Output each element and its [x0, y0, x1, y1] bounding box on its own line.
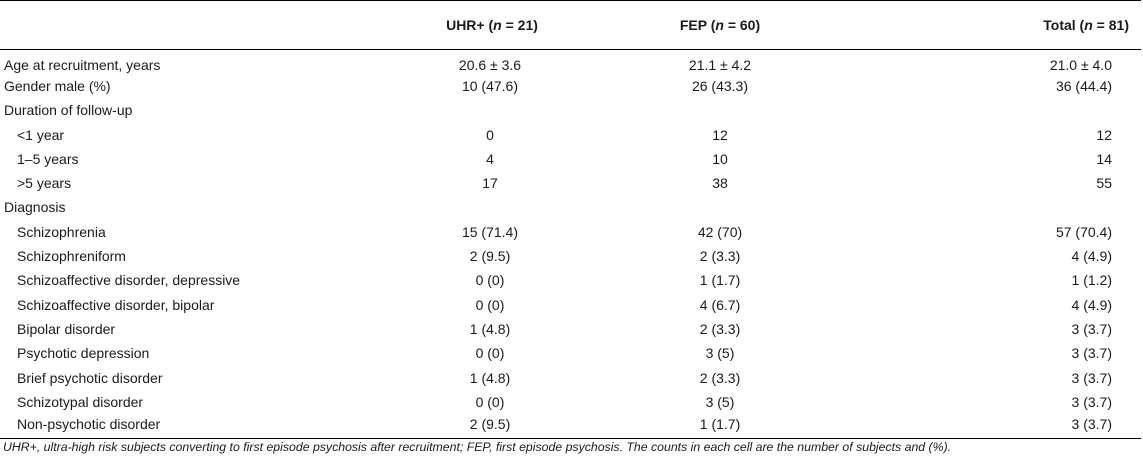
cell-uhr: 1 (4.8) — [469, 369, 511, 386]
cell-uhr: 0 (0) — [475, 393, 505, 410]
header-fep: FEP (n = 60) — [590, 0, 850, 50]
row-label: Schizoaffective disorder, depressive — [17, 272, 241, 289]
cell-uhr: 4 — [486, 150, 494, 167]
cell-total: 3 (3.7) — [1071, 393, 1112, 410]
row-label: 1–5 years — [17, 150, 79, 167]
cell-total: 1 (1.2) — [1071, 272, 1112, 289]
cell-fep: 42 (70) — [697, 223, 743, 240]
demographics-table: UHR+ (n = 21) FEP (n = 60) Total (n = 81… — [0, 0, 1141, 439]
cell-uhr — [300, 195, 590, 219]
table-row: Non-psychotic disorder 2 (9.5) 1 (1.7) 3… — [0, 413, 1141, 439]
header-total: Total (n = 81) — [850, 0, 1141, 50]
cell-total: 21.0 ± 4.0 — [1049, 57, 1112, 74]
table-row: <1 year 0 12 12 — [0, 122, 1141, 146]
cell-fep — [590, 98, 850, 122]
cell-uhr: 1 (4.8) — [469, 320, 511, 337]
table-row: Schizoaffective disorder, depressive 0 (… — [0, 268, 1141, 292]
cell-total: 3 (3.7) — [850, 413, 1141, 439]
row-label: <1 year — [17, 126, 65, 143]
cell-total — [850, 195, 1141, 219]
cell-total: 3 (3.7) — [1071, 369, 1112, 386]
table-row: Schizotypal disorder 0 (0) 3 (5) 3 (3.7) — [0, 390, 1141, 414]
cell-fep: 4 (6.7) — [699, 296, 741, 313]
cell-total: 4 (4.9) — [1071, 296, 1112, 313]
cell-uhr: 0 — [486, 126, 494, 143]
row-label: Bipolar disorder — [17, 320, 116, 337]
cell-fep: 10 — [712, 150, 728, 167]
cell-fep: 1 (1.7) — [699, 272, 741, 289]
table-row-section: Duration of follow-up — [0, 98, 1141, 122]
cell-total: 14 — [1096, 150, 1112, 167]
cell-fep: 2 (3.3) — [699, 248, 741, 265]
row-label: Gender male (%) — [4, 77, 111, 94]
cell-total: 3 (3.7) — [1071, 320, 1112, 337]
row-label: Schizophrenia — [17, 223, 106, 240]
cell-fep: 38 — [712, 175, 728, 192]
table-row: >5 years 17 38 55 — [0, 171, 1141, 195]
cell-fep: 12 — [712, 126, 728, 143]
table-row-section: Diagnosis — [0, 195, 1141, 219]
cell-uhr: 2 (9.5) — [469, 248, 511, 265]
table-row: Bipolar disorder 1 (4.8) 2 (3.3) 3 (3.7) — [0, 317, 1141, 341]
row-label: Age at recruitment, years — [4, 57, 161, 74]
header-uhr: UHR+ (n = 21) — [300, 0, 590, 50]
cell-total: 12 — [1096, 126, 1112, 143]
row-label: Psychotic depression — [17, 345, 150, 362]
cell-fep: 3 (5) — [705, 345, 735, 362]
cell-fep: 21.1 ± 4.2 — [688, 57, 752, 74]
table-row: Gender male (%) 10 (47.6) 26 (43.3) 36 (… — [0, 74, 1141, 98]
cell-fep: 2 (3.3) — [699, 369, 741, 386]
row-label: >5 years — [17, 175, 72, 192]
cell-total: 55 — [1096, 175, 1112, 192]
cell-uhr: 0 (0) — [475, 296, 505, 313]
cell-fep: 3 (5) — [705, 393, 735, 410]
table-row: Schizophreniform 2 (9.5) 2 (3.3) 4 (4.9) — [0, 244, 1141, 268]
table-row: Psychotic depression 0 (0) 3 (5) 3 (3.7) — [0, 341, 1141, 365]
header-label-cell — [0, 0, 300, 50]
section-label: Diagnosis — [4, 199, 66, 216]
table-row: Age at recruitment, years 20.6 ± 3.6 21.… — [0, 50, 1141, 74]
cell-fep: 1 (1.7) — [590, 413, 850, 439]
cell-uhr: 10 (47.6) — [461, 77, 519, 94]
section-label: Duration of follow-up — [4, 102, 133, 119]
cell-total: 4 (4.9) — [1071, 248, 1112, 265]
cell-total — [850, 98, 1141, 122]
cell-fep — [590, 195, 850, 219]
row-label: Schizophreniform — [17, 248, 126, 265]
cell-total: 36 (44.4) — [1055, 77, 1112, 94]
table-row: 1–5 years 4 10 14 — [0, 147, 1141, 171]
cell-uhr: 15 (71.4) — [461, 223, 519, 240]
cell-fep: 2 (3.3) — [699, 320, 741, 337]
cell-uhr: 0 (0) — [475, 272, 505, 289]
cell-total: 57 (70.4) — [1055, 223, 1112, 240]
cell-uhr: 20.6 ± 3.6 — [458, 57, 522, 74]
row-label: Schizotypal disorder — [17, 393, 144, 410]
row-label: Non-psychotic disorder — [0, 413, 300, 439]
cell-fep: 26 (43.3) — [691, 77, 749, 94]
row-label: Brief psychotic disorder — [17, 369, 163, 386]
row-label: Schizoaffective disorder, bipolar — [17, 296, 215, 313]
cell-total: 3 (3.7) — [1071, 345, 1112, 362]
table-row: Schizoaffective disorder, bipolar 0 (0) … — [0, 292, 1141, 316]
cell-uhr: 0 (0) — [475, 345, 505, 362]
table-row: Brief psychotic disorder 1 (4.8) 2 (3.3)… — [0, 365, 1141, 389]
cell-uhr: 17 — [482, 175, 498, 192]
cell-uhr: 2 (9.5) — [300, 413, 590, 439]
header-row: UHR+ (n = 21) FEP (n = 60) Total (n = 81… — [0, 0, 1141, 50]
table-footnote: UHR+, ultra-high risk subjects convertin… — [3, 440, 952, 454]
table-row: Schizophrenia 15 (71.4) 42 (70) 57 (70.4… — [0, 220, 1141, 244]
cell-uhr — [300, 98, 590, 122]
